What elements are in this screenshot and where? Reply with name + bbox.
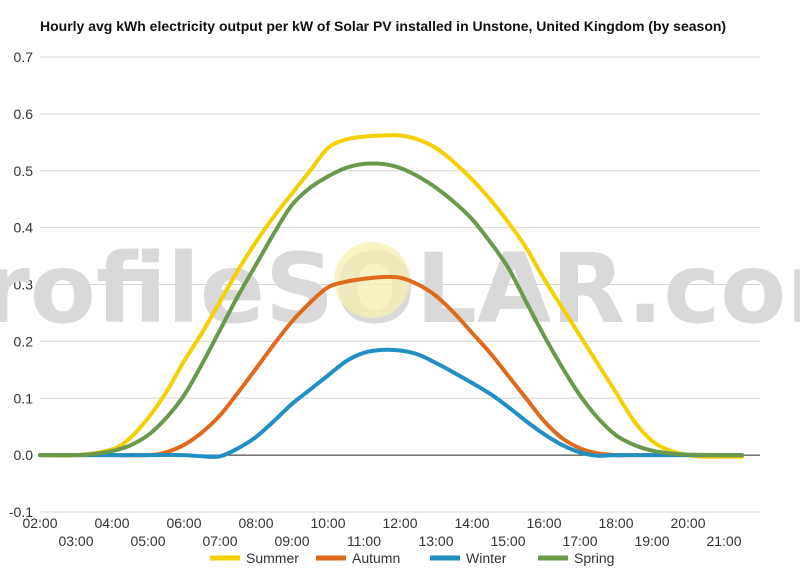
y-tick-label: 0.3 [14,277,34,293]
y-tick-label: 0.4 [14,220,34,236]
series-line-spring [38,161,744,458]
x-tick-label: 06:00 [166,515,201,531]
watermark-sun-icon [334,242,410,318]
series-line-winter [38,347,744,459]
x-tick-label: 05:00 [130,533,165,549]
x-tick-label: 17:00 [562,533,597,549]
x-tick-label: 19:00 [634,533,669,549]
series-line-summer [38,133,744,459]
x-tick-label: 11:00 [347,533,381,549]
y-tick-label: 0.5 [14,163,34,179]
y-tick-label: 0.0 [14,447,34,463]
x-tick-label: 20:00 [670,515,705,531]
x-tick-label: 02:00 [22,515,57,531]
chart-title: Hourly avg kWh electricity output per kW… [40,18,727,34]
legend-label-winter: Winter [466,550,507,566]
y-tick-label: 0.7 [14,49,34,65]
x-tick-label: 21:00 [706,533,741,549]
x-tick-label: 07:00 [202,533,237,549]
x-tick-label: 08:00 [238,515,273,531]
x-tick-label: 09:00 [274,533,309,549]
x-tick-label: 04:00 [94,515,129,531]
x-tick-label: 18:00 [598,515,633,531]
legend-label-spring: Spring [574,550,614,566]
x-tick-label: 10:00 [310,515,345,531]
y-tick-label: 0.2 [14,333,34,349]
legend-label-summer: Summer [246,550,299,566]
x-tick-label: 14:00 [454,515,489,531]
x-tick-label: 13:00 [418,533,453,549]
legend-label-autumn: Autumn [352,550,400,566]
x-tick-label: 03:00 [58,533,93,549]
y-tick-label: -0.1 [9,504,33,520]
x-tick-label: 15:00 [490,533,525,549]
y-tick-label: 0.6 [14,106,34,122]
x-tick-label: 16:00 [526,515,561,531]
y-tick-label: 0.1 [14,390,34,406]
x-tick-label: 12:00 [382,515,417,531]
